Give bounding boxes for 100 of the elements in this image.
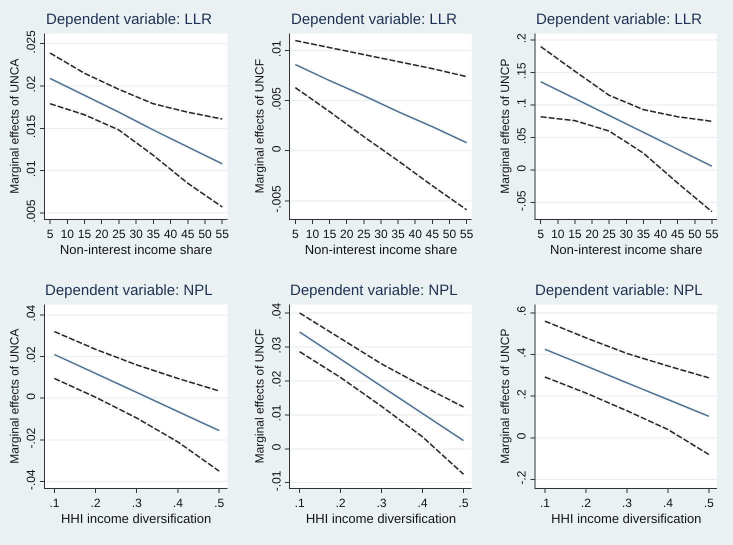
y-tick-label: -.05 bbox=[514, 190, 529, 212]
y-tick-label: 0 bbox=[269, 443, 284, 450]
x-tick-label: .4 bbox=[172, 496, 184, 510]
y-axis-title: Marginal effects of UNCP bbox=[498, 328, 512, 464]
x-tick-label: .5 bbox=[214, 496, 224, 510]
y-tick-label: .025 bbox=[24, 30, 38, 54]
x-tick-label: 55 bbox=[460, 227, 474, 242]
x-tick-label: 50 bbox=[688, 227, 702, 242]
y-tick-label: .04 bbox=[269, 302, 284, 320]
x-tick-label: 50 bbox=[198, 227, 212, 242]
x-tick-label: 45 bbox=[181, 227, 195, 242]
line-series bbox=[49, 78, 223, 165]
x-tick-label: .3 bbox=[132, 496, 142, 510]
x-tick-label: 50 bbox=[442, 227, 456, 242]
x-tick-label: 35 bbox=[146, 227, 160, 242]
line-series bbox=[544, 320, 710, 379]
y-tick-label: .005 bbox=[24, 199, 38, 223]
line-series bbox=[298, 331, 464, 442]
x-axis-title: HHI income diversification bbox=[551, 510, 702, 526]
y-tick-label: .15 bbox=[514, 62, 529, 80]
x-tick-label: 15 bbox=[322, 227, 337, 242]
y-tick-label: 0 bbox=[24, 392, 38, 400]
x-tick-label: .2 bbox=[90, 496, 101, 510]
chart-title: Dependent variable: LLR bbox=[46, 11, 212, 28]
x-tick-label: 40 bbox=[408, 227, 422, 242]
y-tick-label: -.02 bbox=[24, 427, 38, 448]
x-tick-label: 55 bbox=[705, 227, 719, 242]
y-axis-title: Marginal effects of UNCA bbox=[7, 328, 22, 464]
x-axis-title: Non-interest income share bbox=[550, 242, 703, 257]
x-tick-label: 40 bbox=[654, 227, 668, 242]
x-tick-label: 55 bbox=[216, 227, 230, 242]
y-tick-label: .03 bbox=[269, 336, 284, 354]
x-tick-label: 25 bbox=[112, 227, 126, 242]
x-tick-label: 5 bbox=[292, 227, 299, 242]
y-tick-label: .02 bbox=[24, 76, 38, 93]
x-tick-label: 40 bbox=[164, 227, 178, 242]
y-tick-label: 0 bbox=[514, 432, 529, 440]
y-tick-label: .005 bbox=[269, 86, 284, 111]
x-axis-title: HHI income diversification bbox=[306, 510, 456, 526]
y-tick-label: -.2 bbox=[514, 470, 529, 485]
y-tick-label: .02 bbox=[24, 346, 38, 364]
x-tick-label: .5 bbox=[704, 496, 714, 510]
line-series bbox=[544, 376, 710, 456]
line-series bbox=[49, 52, 223, 120]
y-tick-label: .2 bbox=[514, 389, 529, 400]
x-tick-label: 35 bbox=[391, 227, 406, 242]
x-axis-title: Non-interest income share bbox=[60, 242, 212, 257]
y-tick-label: .4 bbox=[514, 347, 529, 358]
y-axis-title: Marginal effects of UNCA bbox=[7, 58, 22, 194]
x-axis-title: HHI income diversification bbox=[60, 510, 212, 526]
line-series bbox=[544, 348, 710, 418]
y-tick-label: 0 bbox=[269, 145, 284, 152]
x-tick-label: 10 bbox=[60, 227, 74, 242]
line-series bbox=[54, 354, 220, 432]
y-tick-label: .1 bbox=[514, 98, 529, 108]
line-series bbox=[49, 103, 223, 208]
y-axis-title: Marginal effects of UNCP bbox=[498, 58, 512, 194]
x-tick-label: 20 bbox=[95, 227, 109, 242]
line-series bbox=[54, 378, 220, 472]
line-series bbox=[54, 330, 220, 392]
x-tick-label: .2 bbox=[580, 496, 592, 510]
x-tick-label: 30 bbox=[620, 227, 634, 242]
y-tick-label: -.005 bbox=[269, 184, 284, 213]
y-tick-label: .02 bbox=[269, 370, 284, 388]
y-tick-label: 0 bbox=[514, 164, 529, 172]
x-tick-label: .3 bbox=[622, 496, 632, 510]
x-tick-label: .1 bbox=[49, 496, 60, 510]
chart-title: Dependent variable: LLR bbox=[291, 11, 458, 28]
chart-title: Dependent variable: NPL bbox=[290, 282, 458, 299]
y-tick-label: .04 bbox=[24, 304, 38, 322]
x-tick-label: 15 bbox=[78, 227, 92, 242]
y-tick-label: .01 bbox=[269, 40, 284, 58]
line-series bbox=[298, 312, 464, 408]
x-tick-label: .3 bbox=[376, 496, 387, 510]
chart-title: Dependent variable: NPL bbox=[45, 282, 213, 299]
y-tick-label: .6 bbox=[514, 306, 529, 316]
line-series bbox=[540, 46, 713, 122]
x-tick-label: 25 bbox=[602, 227, 616, 242]
x-tick-label: 30 bbox=[129, 227, 144, 242]
y-tick-label: .01 bbox=[269, 404, 284, 422]
x-tick-label: 25 bbox=[357, 227, 371, 242]
y-tick-label: .05 bbox=[514, 127, 529, 144]
y-tick-label: -.01 bbox=[269, 470, 284, 492]
x-tick-label: 30 bbox=[374, 227, 388, 242]
x-tick-label: .5 bbox=[458, 496, 469, 510]
line-series bbox=[294, 64, 468, 144]
line-series bbox=[294, 86, 468, 211]
line-series bbox=[540, 80, 713, 167]
x-tick-label: 20 bbox=[585, 227, 600, 242]
line-series bbox=[298, 350, 464, 475]
x-tick-label: .2 bbox=[336, 496, 346, 510]
y-tick-label: -.04 bbox=[24, 469, 38, 490]
y-tick-label: .01 bbox=[24, 160, 38, 178]
y-axis-title: Marginal effects of UNCF bbox=[252, 328, 267, 464]
line-series bbox=[294, 40, 468, 78]
x-tick-label: 10 bbox=[306, 227, 320, 242]
y-tick-label: .2 bbox=[514, 32, 529, 44]
x-tick-label: 15 bbox=[568, 227, 582, 242]
x-tick-label: .1 bbox=[540, 496, 550, 510]
x-tick-label: .1 bbox=[294, 496, 305, 510]
